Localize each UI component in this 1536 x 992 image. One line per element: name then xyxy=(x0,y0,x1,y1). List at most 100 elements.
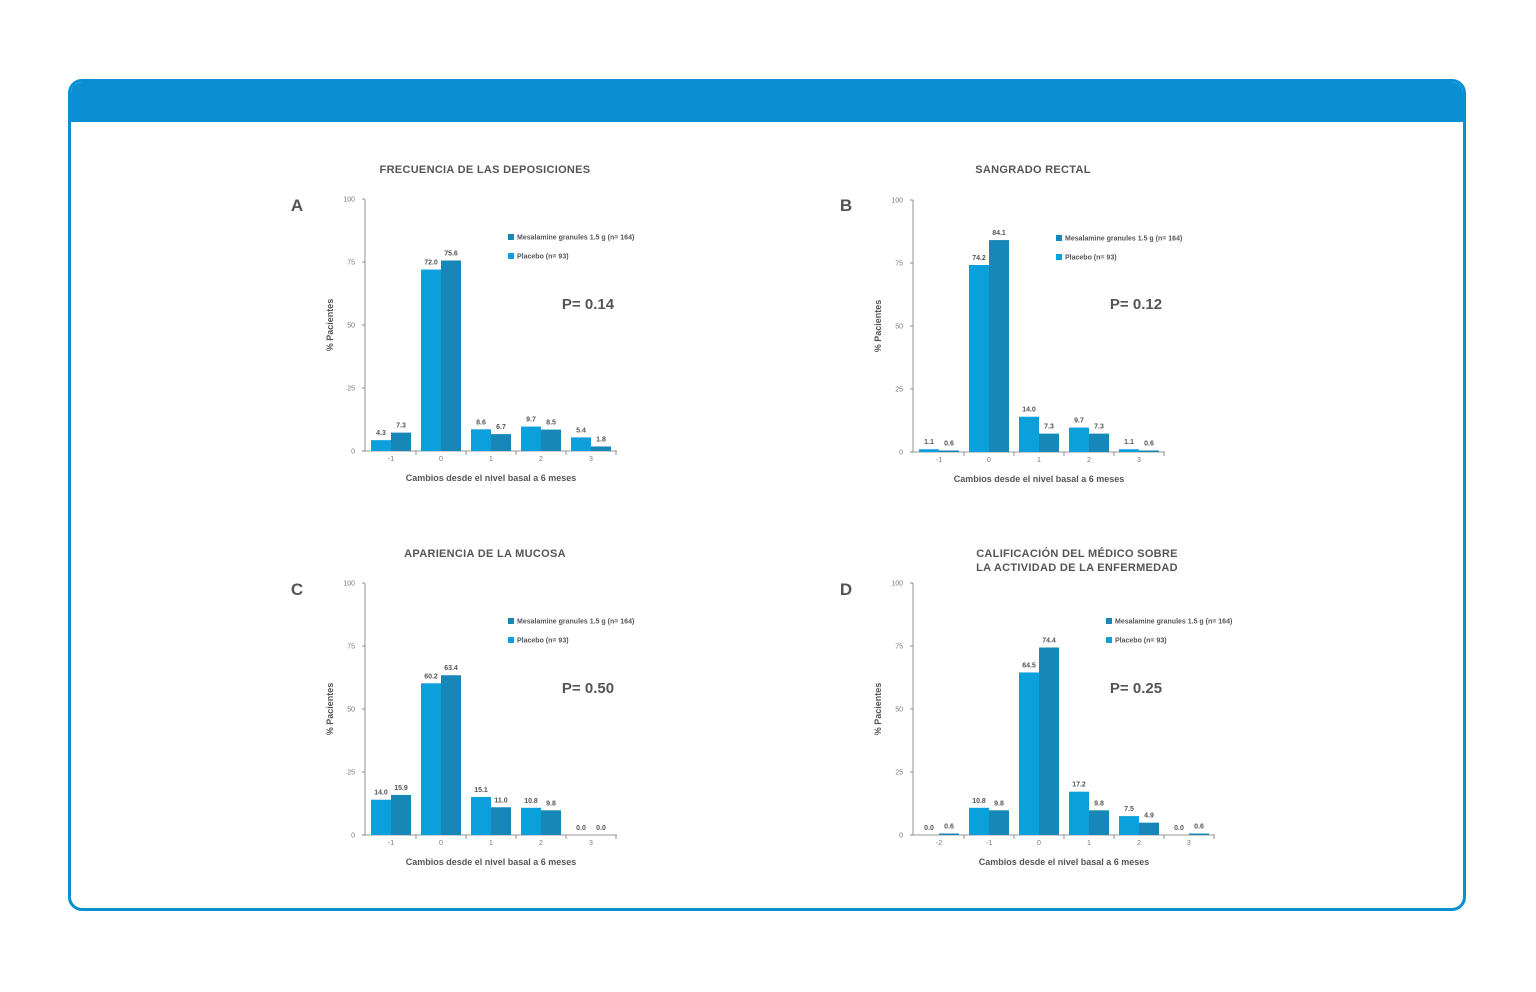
x-tick-label: 0 xyxy=(439,840,443,847)
chart-panel-c: C APARIENCIA DE LA MUCOSA 0 25 50 75 100 % Paci… xyxy=(291,548,634,867)
panel-letter: C xyxy=(291,580,303,599)
bar-mesalamine xyxy=(1089,810,1109,835)
bar-mesalamine xyxy=(491,434,511,451)
data-label-mesalamine: 9.8 xyxy=(994,800,1004,807)
y-tick-label: 25 xyxy=(347,770,355,777)
y-axis-label: % Pacientes xyxy=(873,683,883,736)
data-label-placebo: 0.0 xyxy=(924,825,934,832)
data-label-mesalamine: 63.4 xyxy=(444,665,458,672)
bar-mesalamine xyxy=(541,429,561,451)
bar-mesalamine xyxy=(989,240,1009,452)
chart-panel-b: B SANGRADO RECTAL 0 25 50 75 100 % Pacientes -1 1… xyxy=(840,164,1182,484)
data-label-placebo: 1.1 xyxy=(1124,439,1134,446)
data-label-mesalamine: 0.0 xyxy=(596,825,606,832)
legend-label-mesalamine: Mesalamine granules 1.5 g (n= 164) xyxy=(517,235,634,242)
legend-swatch-placebo xyxy=(508,637,514,643)
legend-swatch-mesalamine xyxy=(1106,618,1112,624)
chart-title: LA ACTIVIDAD DE LA ENFERMEDAD xyxy=(976,562,1178,574)
legend-label-mesalamine: Mesalamine granules 1.5 g (n= 164) xyxy=(517,619,634,626)
data-label-mesalamine: 84.1 xyxy=(992,230,1006,237)
bar-mesalamine xyxy=(591,446,611,451)
x-axis-label: Cambios desde el nivel basal a 6 meses xyxy=(979,857,1150,867)
data-label-mesalamine: 9.8 xyxy=(1094,800,1104,807)
x-tick-label: 0 xyxy=(1037,840,1041,847)
x-tick-label: 2 xyxy=(539,456,543,463)
bar-placebo xyxy=(1119,816,1139,835)
bar-mesalamine xyxy=(939,833,959,835)
x-tick-label: -1 xyxy=(388,840,394,847)
bar-placebo xyxy=(1069,427,1089,452)
legend-label-placebo: Placebo (n= 93) xyxy=(1065,255,1117,262)
x-tick-label: 1 xyxy=(1037,457,1041,464)
y-tick-label: 50 xyxy=(895,707,903,714)
bar-placebo xyxy=(1019,672,1039,835)
bar-mesalamine xyxy=(939,450,959,452)
x-tick-label: 3 xyxy=(1137,457,1141,464)
data-label-mesalamine: 11.0 xyxy=(494,797,507,804)
legend-label-placebo: Placebo (n= 93) xyxy=(517,254,569,261)
data-label-placebo: 4.3 xyxy=(376,430,386,437)
data-label-placebo: 60.2 xyxy=(424,673,438,680)
x-tick-label: 3 xyxy=(589,840,593,847)
x-tick-label: 2 xyxy=(1137,840,1141,847)
p-value-annotation: P= 0.25 xyxy=(1110,680,1162,697)
legend-label-placebo: Placebo (n= 93) xyxy=(517,638,569,645)
bar-mesalamine xyxy=(1139,450,1159,452)
data-label-placebo: 9.7 xyxy=(1074,418,1084,425)
bar-placebo xyxy=(371,440,391,451)
panel-letter: D xyxy=(840,580,852,599)
data-label-placebo: 72.0 xyxy=(424,260,438,267)
bar-placebo xyxy=(969,807,989,835)
data-label-mesalamine: 7.3 xyxy=(396,423,406,430)
bar-placebo xyxy=(1019,416,1039,452)
bar-mesalamine xyxy=(1089,433,1109,452)
data-label-placebo: 0.0 xyxy=(1174,825,1184,832)
x-axis-label: Cambios desde el nivel basal a 6 meses xyxy=(954,474,1125,484)
p-value-annotation: P= 0.50 xyxy=(562,680,614,697)
y-tick-label: 100 xyxy=(891,198,903,205)
p-value-annotation: P= 0.14 xyxy=(562,296,615,313)
data-label-mesalamine: 4.9 xyxy=(1144,813,1154,820)
data-label-mesalamine: 74.4 xyxy=(1042,638,1056,645)
y-tick-label: 50 xyxy=(895,324,903,331)
bar-placebo xyxy=(471,796,491,835)
data-label-mesalamine: 75.6 xyxy=(444,250,458,257)
x-tick-label: 3 xyxy=(589,456,593,463)
data-label-placebo: 15.1 xyxy=(474,787,488,794)
chart-title: APARIENCIA DE LA MUCOSA xyxy=(404,548,566,560)
data-label-mesalamine: 0.6 xyxy=(944,440,954,447)
figure-frame xyxy=(68,79,1466,911)
x-tick-label: 0 xyxy=(987,457,991,464)
bar-placebo xyxy=(521,807,541,835)
data-label-mesalamine: 1.8 xyxy=(596,436,606,443)
data-label-placebo: 10.8 xyxy=(524,798,538,805)
x-axis-label: Cambios desde el nivel basal a 6 meses xyxy=(406,473,577,483)
y-tick-label: 25 xyxy=(895,770,903,777)
x-tick-label: 0 xyxy=(439,456,443,463)
bar-mesalamine xyxy=(391,432,411,451)
bar-placebo xyxy=(1119,449,1139,452)
bar-placebo xyxy=(371,799,391,835)
data-label-mesalamine: 7.3 xyxy=(1044,424,1054,431)
legend-label-placebo: Placebo (n= 93) xyxy=(1115,638,1167,645)
legend-swatch-placebo xyxy=(1106,637,1112,643)
data-label-placebo: 5.4 xyxy=(576,427,586,434)
data-label-placebo: 14.0 xyxy=(374,790,388,797)
panel-letter: A xyxy=(291,196,303,215)
x-tick-label: -1 xyxy=(388,456,394,463)
data-label-placebo: 10.8 xyxy=(972,798,986,805)
y-tick-label: 75 xyxy=(347,644,355,651)
bar-placebo xyxy=(421,269,441,451)
bar-placebo xyxy=(421,683,441,835)
bar-mesalamine xyxy=(1039,433,1059,452)
data-label-mesalamine: 7.3 xyxy=(1094,424,1104,431)
y-tick-label: 50 xyxy=(347,323,355,330)
y-tick-label: 100 xyxy=(891,581,903,588)
x-tick-label: -1 xyxy=(936,457,942,464)
y-tick-label: 25 xyxy=(895,387,903,394)
frame-header-bar xyxy=(71,82,1463,122)
data-label-placebo: 7.5 xyxy=(1124,806,1134,813)
data-label-placebo: 1.1 xyxy=(924,439,934,446)
